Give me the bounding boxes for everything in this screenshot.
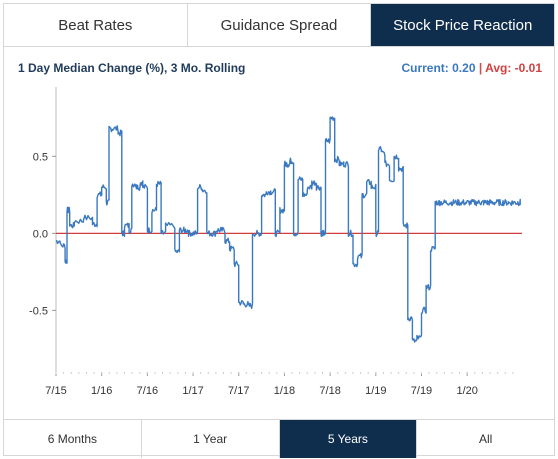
range-all-button[interactable]: All [478, 432, 493, 446]
tab-bar: Beat Rates Guidance Spread Stock Price R… [4, 4, 555, 47]
chart-subtitle: 1 Day Median Change (%), 3 Mo. Rolling [18, 61, 246, 75]
x-tick-label: 1/20 [456, 385, 477, 397]
range-selector: 6 Months 1 Year 5 Years All [4, 419, 554, 458]
x-tick-label: 1/16 [91, 385, 112, 397]
series-line [55, 116, 521, 343]
range-1-year-button[interactable]: 1 Year [142, 420, 280, 458]
separator: | [478, 61, 483, 75]
x-tick-label: 7/16 [137, 385, 158, 397]
x-tick-label: 7/17 [228, 385, 249, 397]
x-tick-label: 1/18 [274, 385, 295, 397]
tab-guidance-spread[interactable]: Guidance Spread [188, 4, 372, 46]
line-chart: 0.5 0.0 -0.5 7/15 1/16 7/16 1/17 7/17 1/18 7/18 1/… [29, 87, 522, 397]
x-tick-label: 7/15 [45, 385, 66, 397]
y-tick-label: 0.0 [33, 228, 48, 240]
range-6-months-button[interactable]: 6 Months [4, 420, 142, 458]
x-tick-label: 1/19 [365, 385, 386, 397]
tab-stock-price-reaction[interactable]: Stock Price Reaction [371, 4, 555, 46]
y-tick-label: 0.5 [33, 151, 48, 163]
x-tick-label: 7/19 [411, 385, 432, 397]
range-5-years-button[interactable]: 5 Years [279, 420, 418, 458]
chart-widget: Beat Rates Guidance Spread Stock Price R… [3, 3, 555, 458]
tab-beat-rates[interactable]: Beat Rates [4, 4, 188, 46]
x-tick-label: 7/18 [319, 385, 340, 397]
y-tick-label: -0.5 [29, 305, 48, 317]
x-tick-label: 1/17 [182, 385, 203, 397]
avg-value: Avg: -0.01 [485, 61, 542, 75]
current-avg-readout: Current: 0.20 | Avg: -0.01 [401, 61, 542, 75]
current-value: Current: 0.20 [401, 61, 476, 75]
